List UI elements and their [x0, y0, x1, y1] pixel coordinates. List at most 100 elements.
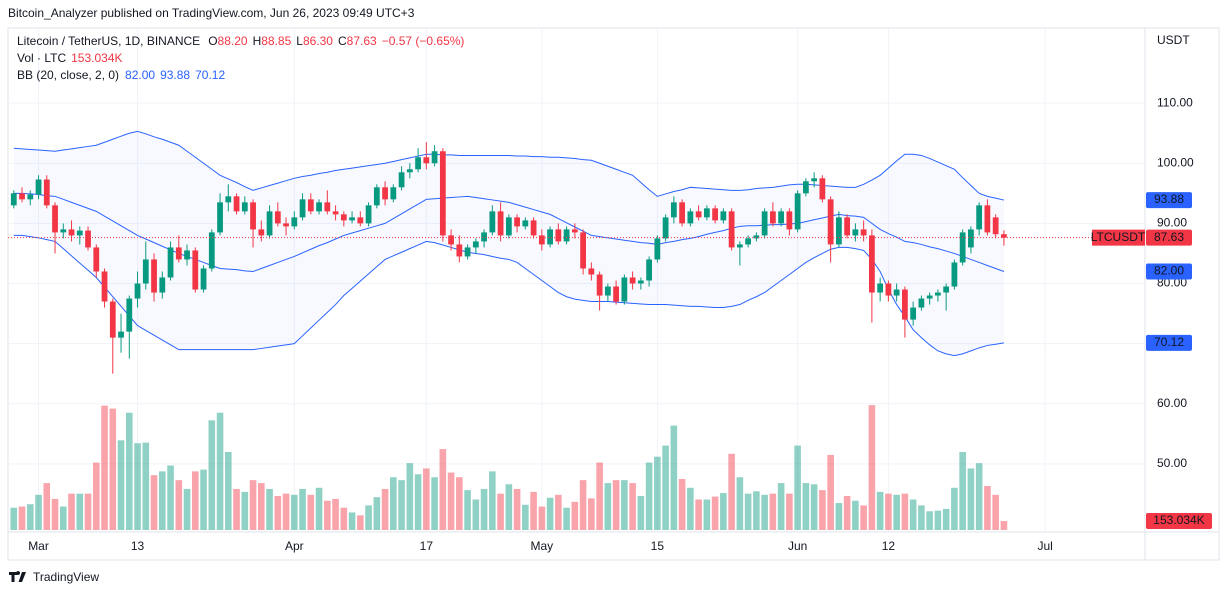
candle-body — [811, 178, 818, 182]
volume-bar — [167, 465, 174, 530]
volume-bar — [51, 498, 59, 530]
volume-bar — [984, 486, 991, 530]
price-badge-label: 93.88 — [1154, 192, 1184, 206]
candle-body — [893, 289, 900, 296]
candle-body — [27, 194, 34, 200]
volume-bar — [777, 483, 785, 530]
ohlc-key: C — [338, 34, 347, 48]
candle-body — [943, 286, 950, 293]
candle-body — [472, 241, 479, 248]
bb-value: 93.88 — [160, 68, 190, 82]
ohlc-value: 88.20 — [218, 34, 248, 48]
candle-body — [654, 238, 661, 260]
volume-bar — [563, 507, 570, 530]
volume-bar — [505, 484, 513, 530]
volume-bar — [678, 478, 686, 530]
candle-body — [555, 229, 562, 242]
volume-bar — [909, 499, 917, 530]
y-tick-label: 60.00 — [1157, 396, 1187, 410]
candle-body — [151, 259, 157, 293]
volume-bar — [596, 462, 603, 530]
volume-bar — [365, 505, 372, 530]
volume-bar — [794, 445, 801, 530]
volume-bar — [513, 488, 521, 530]
volume-bar — [447, 472, 455, 530]
volume-bar — [216, 412, 224, 530]
volume-bar — [10, 507, 18, 530]
candle-body — [786, 211, 793, 230]
volume-bar — [373, 497, 381, 530]
ohlc-value: 86.30 — [303, 34, 333, 48]
candle-body — [233, 196, 240, 212]
candle-body — [604, 286, 611, 296]
volume-bar — [282, 493, 290, 530]
candle-body — [580, 232, 586, 269]
price-badge — [1146, 263, 1192, 280]
volume-bar — [637, 495, 645, 530]
candle-body — [794, 193, 801, 230]
volume-bar — [117, 440, 125, 530]
ohlc-key: O — [208, 34, 217, 48]
volume-pane — [10, 405, 1008, 530]
candle-body — [101, 271, 108, 302]
volume-bar — [992, 494, 999, 530]
candle-body — [439, 151, 446, 236]
volume-bar — [175, 480, 183, 530]
volume-bar — [291, 494, 298, 530]
candle-body — [992, 217, 999, 235]
volume-bar — [191, 471, 199, 530]
candle-body — [19, 193, 25, 200]
volume-bar — [431, 477, 438, 530]
candle-body — [926, 295, 933, 299]
y-tick-label: 110.00 — [1157, 95, 1193, 109]
volume-bar — [381, 488, 389, 530]
currency-label: USDT — [1157, 33, 1190, 47]
candle-body — [340, 214, 347, 221]
x-tick-label: 17 — [420, 539, 434, 553]
candle-body — [126, 298, 133, 332]
volume-bar — [18, 506, 26, 530]
x-tick-label: 13 — [131, 539, 145, 553]
candle-body — [695, 211, 702, 218]
candle-body — [60, 229, 67, 233]
candle-body — [844, 217, 851, 236]
candle-body — [52, 205, 58, 233]
chart-frame — [7, 27, 1220, 561]
candle-body — [390, 187, 397, 200]
candle-body — [629, 277, 636, 284]
volume-bar — [158, 471, 166, 530]
candle-body — [159, 277, 166, 293]
candle-body — [43, 179, 50, 206]
volume-bar — [315, 487, 323, 530]
candle-body — [35, 179, 42, 195]
volume-bar — [579, 480, 587, 530]
candle-body — [646, 259, 652, 281]
candle-body — [291, 217, 298, 227]
volume-bar — [918, 505, 925, 530]
volume-bar — [975, 463, 983, 530]
volume-bar — [84, 493, 92, 530]
volume-bar — [662, 445, 669, 530]
volume-bar — [134, 443, 141, 530]
volume-bar — [720, 493, 727, 530]
candle-body — [571, 229, 578, 233]
volume-bar — [843, 495, 851, 530]
y-tick-label: 90.00 — [1157, 216, 1187, 230]
candle-body — [10, 193, 17, 206]
volume-bar — [852, 500, 859, 530]
candle-body — [769, 211, 776, 224]
candle-body — [68, 229, 75, 236]
volume-bar — [835, 503, 843, 530]
candle-body — [869, 235, 875, 293]
candle-body — [538, 235, 545, 245]
volume-bar — [332, 498, 339, 530]
candle-body — [398, 172, 405, 188]
candle-body — [902, 289, 908, 320]
candle-body — [489, 211, 496, 233]
bb-legend: BB (20, close, 2, 0) 82.00 93.88 70.12 — [17, 68, 225, 82]
volume-bar — [35, 494, 42, 530]
volume-bar — [934, 510, 942, 530]
candle-body — [637, 280, 644, 284]
volume-bar — [109, 408, 117, 530]
